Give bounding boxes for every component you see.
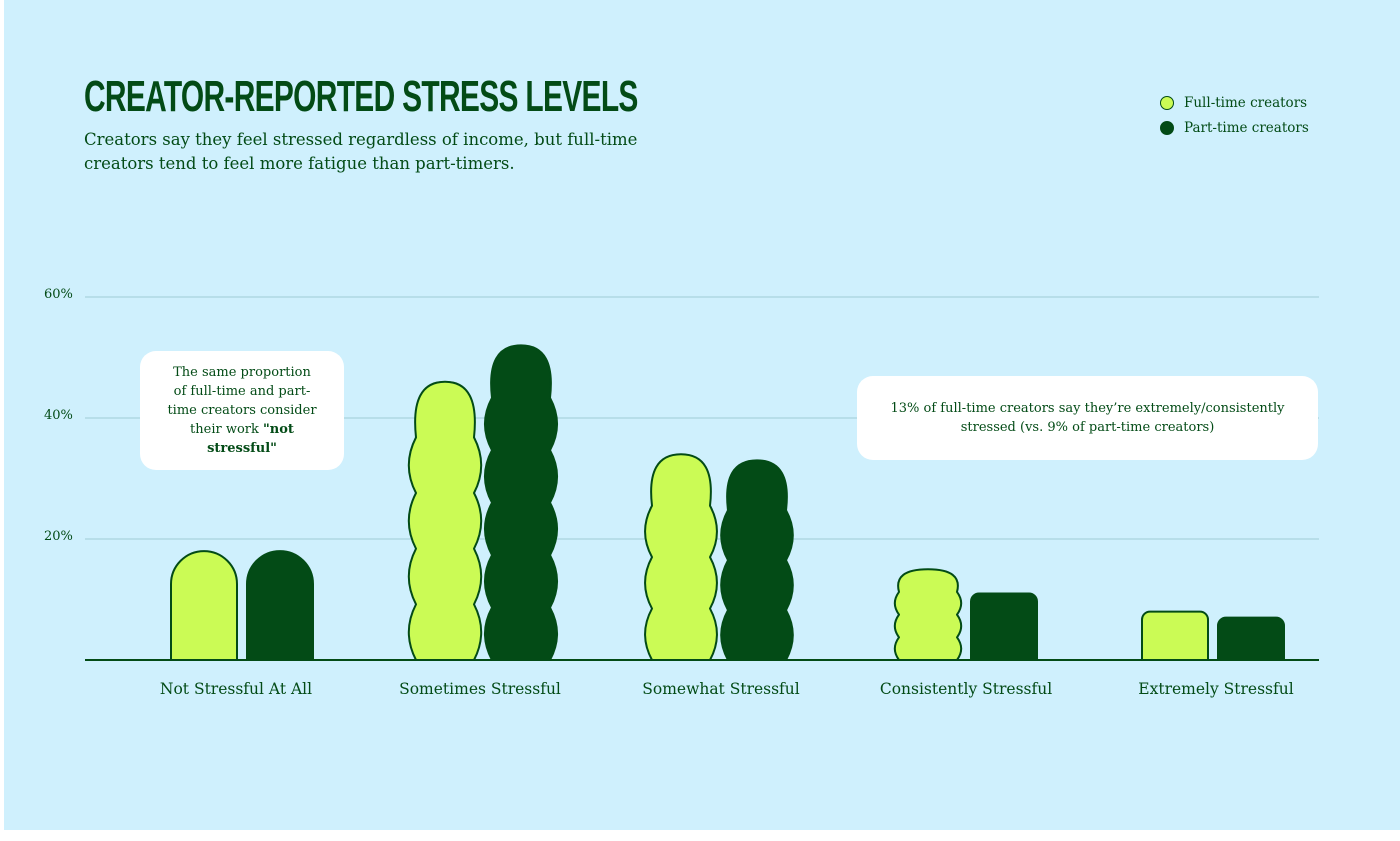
bar-part-time	[720, 459, 794, 661]
y-tick-label: 60%	[44, 287, 73, 302]
bar-group	[644, 453, 794, 661]
bar-full-time	[644, 453, 718, 661]
bar-full-time	[893, 568, 963, 661]
legend: Full-time creators Part-time creators	[1160, 90, 1309, 140]
callout-not-stressful-text: The same proportion of full-time and par…	[166, 363, 318, 458]
y-tick-label: 40%	[44, 408, 73, 423]
legend-swatch-part-time	[1160, 120, 1174, 135]
bar-group	[170, 550, 314, 661]
callout-not-stressful-body: The same proportion of full-time and par…	[167, 365, 317, 437]
y-tick-label: 20%	[44, 529, 73, 544]
bar-group	[1141, 610, 1285, 661]
legend-item-full-time: Full-time creators	[1160, 90, 1309, 115]
legend-label-part-time: Part-time creators	[1184, 119, 1309, 136]
x-category-label: Somewhat Stressful	[642, 680, 800, 698]
bar-part-time	[483, 344, 559, 661]
legend-item-part-time: Part-time creators	[1160, 115, 1309, 140]
bar-part-time	[1217, 616, 1285, 661]
x-category-label: Consistently Stressful	[880, 680, 1052, 698]
bar-full-time	[407, 380, 483, 661]
bar-part-time	[246, 550, 314, 661]
bar-full-time	[170, 550, 238, 661]
chart-subtitle: Creators say they feel stressed regardle…	[84, 130, 638, 173]
callout-extreme-stress-text: 13% of full-time creators say they’re ex…	[890, 401, 1285, 435]
bar-part-time	[970, 592, 1038, 661]
legend-label-full-time: Full-time creators	[1184, 94, 1308, 111]
callout-not-stressful: The same proportion of full-time and par…	[140, 351, 344, 470]
callout-extreme-stress: 13% of full-time creators say they’re ex…	[857, 376, 1318, 460]
x-category-label: Extremely Stressful	[1138, 680, 1293, 698]
bar-full-time	[1141, 610, 1209, 661]
chart-title: CREATOR-REPORTED STRESS LEVELS	[84, 72, 638, 121]
x-category-label: Not Stressful At All	[160, 680, 312, 698]
x-category-label: Sometimes Stressful	[399, 680, 561, 698]
legend-swatch-full-time	[1160, 95, 1174, 110]
bar-group	[893, 568, 1038, 661]
callout-not-stressful-emphasis: "not stressful"	[207, 422, 294, 456]
bar-group	[407, 344, 559, 661]
